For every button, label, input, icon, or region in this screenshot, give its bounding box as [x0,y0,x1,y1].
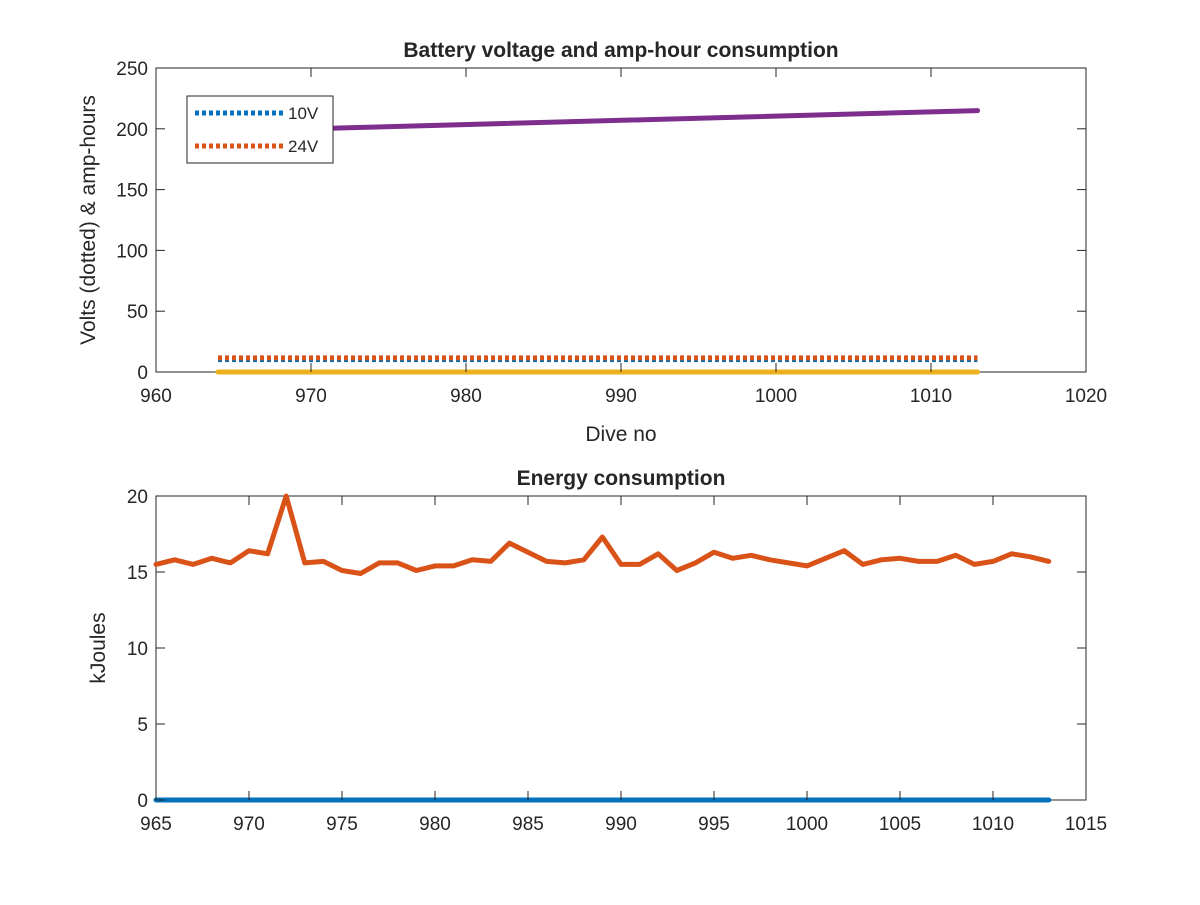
x-tick-label: 1010 [972,814,1014,835]
x-tick-label: 975 [326,814,358,835]
y-tick-label: 0 [137,363,148,384]
x-tick-label: 990 [605,386,637,407]
x-axis-label: Dive no [585,423,656,446]
x-tick-label: 960 [140,386,172,407]
tick-layer: 965 970 975 980 985 990 995 1000 1005 1010 1015051… [127,487,1107,835]
y-axis-label: Volts (dotted) & amp-hours [77,95,100,345]
voltage-amphour-plot: 960 970 980 990 1000 1010 1020050100150200250 … [77,39,1107,446]
x-tick-label: 1010 [910,386,952,407]
y-tick-label: 20 [127,487,148,508]
x-tick-label: 1020 [1065,386,1107,407]
x-tick-label: 995 [698,814,730,835]
x-tick-label: 1005 [879,814,921,835]
x-tick-label: 980 [450,386,482,407]
x-tick-label: 985 [512,814,544,835]
legend-entry-10v: 10V [288,104,319,123]
y-axis-label: kJoules [87,612,110,683]
x-tick-label: 965 [140,814,172,835]
x-tick-label: 980 [419,814,451,835]
x-tick-label: 1000 [786,814,828,835]
tick-layer: 960 970 980 990 1000 1010 1020 0 50 100 150 200 250 [116,59,1107,407]
legend-box [186,95,334,164]
y-tick-label: 250 [116,59,148,80]
y-tick-label: 200 [116,120,148,141]
x-tick-label: 1015 [1065,814,1107,835]
y-tick-label: 150 [116,181,148,202]
plot-axes-box [155,495,1087,801]
x-tick-label: 970 [233,814,265,835]
plot-title: Battery voltage and amp-hour consumption [403,39,838,62]
plot-title: Energy consumption [517,467,726,490]
x-tick-label: 1000 [755,386,797,407]
y-tick-label: 0 [137,791,148,812]
series-layer [215,108,980,375]
legend-entry-24v: 24V [288,137,319,156]
x-tick-label: 970 [295,386,327,407]
y-tick-label: 100 [116,241,148,262]
y-tick-label: 15 [127,563,148,584]
series-3-line [308,108,980,132]
y-tick-label: 10 [127,639,148,660]
legend: 10V 24V [186,95,334,164]
series-1-line [153,493,1052,576]
energy-consumption-plot: 965 970 975 980 985 990 995 1000 1005 1010 1015051… [87,467,1107,835]
y-tick-label: 5 [137,715,148,736]
x-tick-label: 990 [605,814,637,835]
y-tick-label: 50 [127,302,148,323]
